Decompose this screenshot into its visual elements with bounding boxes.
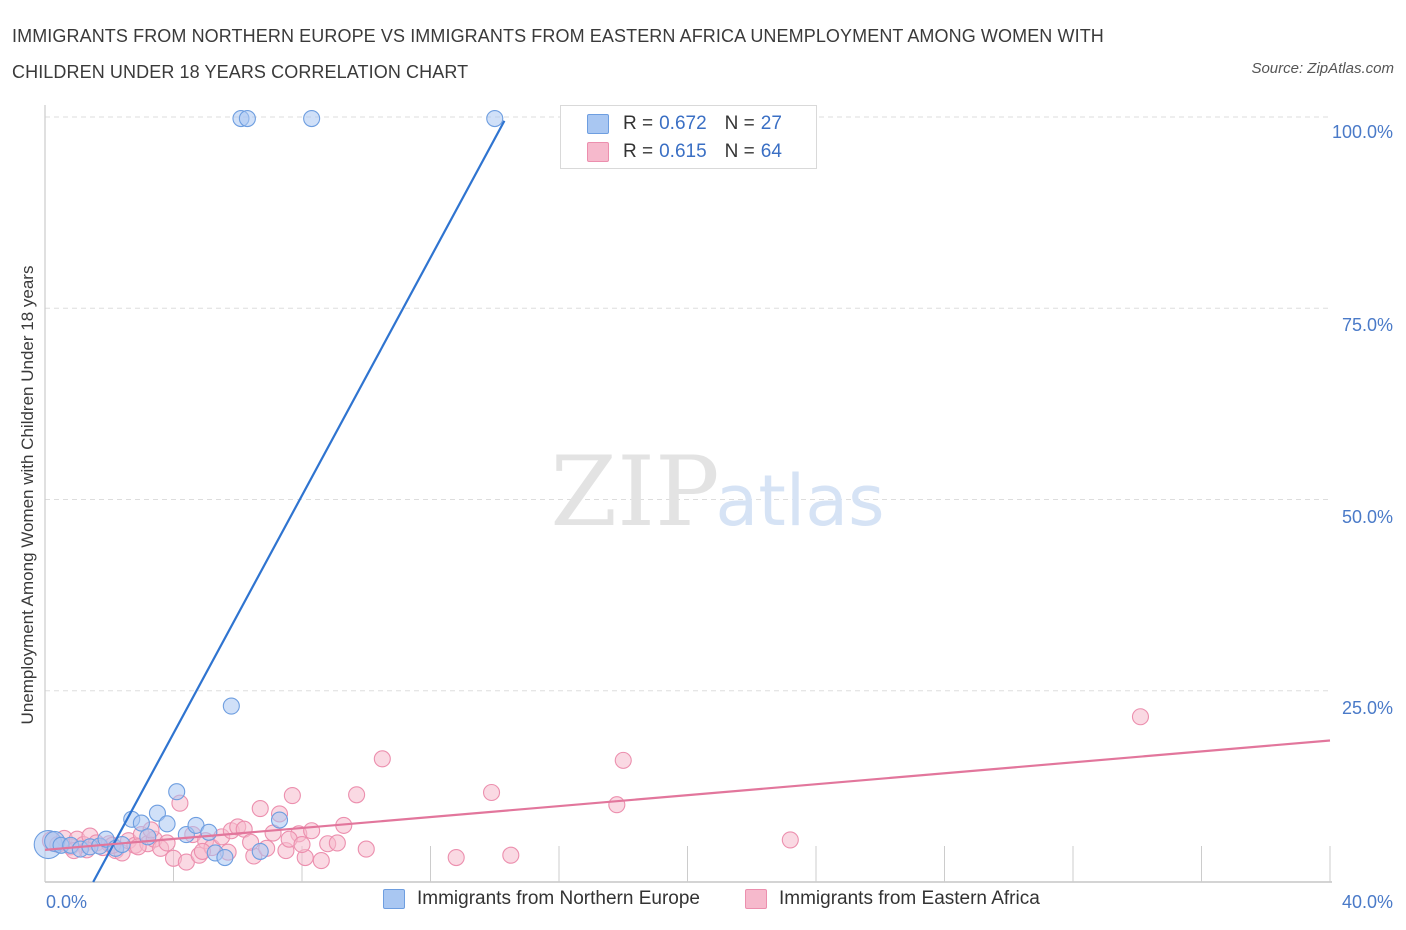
legend-row-blue: R = 0.672 N = 27 — [587, 112, 782, 136]
point-eastern-africa-49 — [608, 796, 626, 814]
point-eastern-africa-47 — [482, 783, 501, 802]
axes — [44, 105, 1332, 883]
legend-pink-n-value: 64 — [760, 141, 782, 162]
watermark-zip: ZIP — [550, 436, 719, 548]
point-northern-europe-15 — [168, 783, 186, 801]
watermark-atlas: atlas — [715, 460, 884, 542]
point-eastern-africa-58 — [328, 834, 346, 852]
point-eastern-africa-48 — [502, 846, 520, 864]
legend-pink-r-value: 0.615 — [659, 141, 707, 162]
trend-line-northern-europe — [92, 120, 506, 883]
point-eastern-africa-36 — [283, 787, 301, 805]
bottom-legend-swatch-blue — [383, 889, 405, 909]
point-eastern-africa-51 — [781, 831, 799, 849]
point-eastern-africa-45 — [373, 750, 391, 768]
gridlines — [45, 116, 1330, 692]
point-eastern-africa-18 — [158, 834, 176, 852]
legend-swatch-blue — [587, 114, 609, 134]
legend-pink-n-label: N = — [724, 141, 755, 162]
y-tick-25: 25.0% — [1341, 698, 1393, 718]
point-eastern-africa-40 — [312, 852, 330, 870]
point-northern-europe-11 — [132, 814, 150, 832]
point-northern-europe-25 — [238, 109, 256, 128]
series-eastern-africa-points — [41, 708, 1150, 871]
x-tick-0: 0.0% — [46, 892, 88, 912]
x-tick-40: 40.0% — [1341, 892, 1393, 912]
point-northern-europe-26 — [303, 109, 321, 128]
point-eastern-africa-63 — [293, 835, 311, 854]
trend-lines — [44, 120, 1331, 883]
legend-pink-r-label: R = — [623, 141, 654, 162]
point-eastern-africa-52 — [1131, 708, 1150, 726]
bottom-legend-pink-label: Immigrants from Eastern Africa — [779, 888, 1040, 909]
legend-blue-n-value: 27 — [760, 113, 782, 134]
point-northern-europe-22 — [251, 842, 269, 860]
point-eastern-africa-44 — [357, 840, 375, 858]
point-northern-europe-18 — [200, 823, 218, 841]
bottom-legend-blue: Immigrants from Northern Europe — [383, 888, 700, 910]
legend-row-pink: R = 0.615 N = 64 — [587, 140, 782, 164]
y-tick-100: 100.0% — [1331, 122, 1393, 142]
point-northern-europe-14 — [158, 815, 176, 833]
series-northern-europe-points — [33, 109, 504, 867]
point-eastern-africa-31 — [251, 800, 269, 818]
legend-blue-r-value: 0.672 — [659, 113, 707, 134]
correlation-legend: R = 0.672 N = 27 R = 0.615 N = 64 — [560, 105, 817, 169]
point-northern-europe-21 — [222, 697, 240, 715]
y-tick-50: 50.0% — [1341, 507, 1393, 527]
legend-swatch-pink — [587, 142, 609, 162]
source-label: Source: ZipAtlas.com — [1251, 60, 1394, 77]
chart-title: IMMIGRANTS FROM NORTHERN EUROPE VS IMMIG… — [12, 26, 1104, 82]
point-northern-europe-13 — [148, 804, 166, 822]
y-tick-75: 75.0% — [1341, 315, 1393, 335]
watermark: ZIP atlas — [550, 436, 884, 548]
legend-blue-r-label: R = — [623, 113, 654, 134]
point-northern-europe-23 — [270, 811, 289, 829]
point-eastern-africa-50 — [614, 751, 632, 769]
point-eastern-africa-46 — [447, 848, 465, 867]
point-eastern-africa-39 — [303, 822, 321, 840]
point-northern-europe-20 — [216, 848, 234, 867]
trend-line-eastern-africa — [44, 739, 1331, 851]
bottom-legend-blue-label: Immigrants from Northern Europe — [417, 888, 700, 909]
legend-blue-n-label: N = — [724, 113, 755, 134]
bottom-legend-pink: Immigrants from Eastern Africa — [745, 888, 1040, 910]
point-northern-europe-27 — [486, 109, 504, 128]
point-eastern-africa-43 — [348, 786, 366, 804]
bottom-legend-swatch-pink — [745, 889, 767, 909]
